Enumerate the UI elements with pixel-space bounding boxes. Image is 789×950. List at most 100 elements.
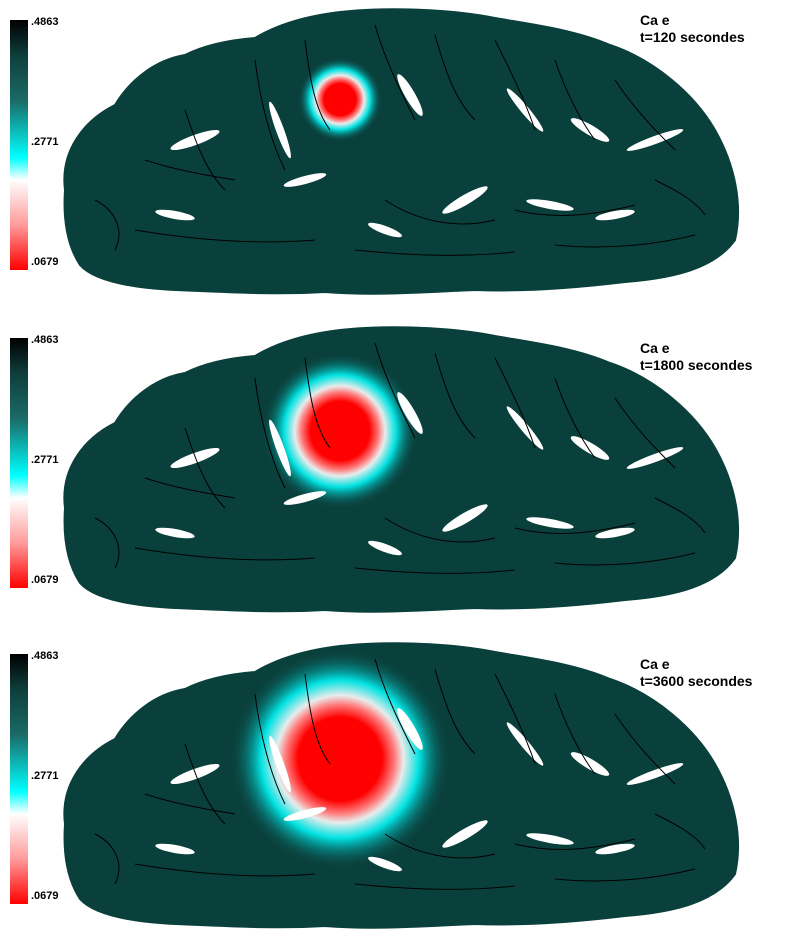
sulcus-gap <box>368 222 402 238</box>
sulcus-gap <box>170 763 220 785</box>
sulcus-contour <box>554 693 596 775</box>
sulcus-contour <box>494 357 536 449</box>
colorbar-mid-label: .2771 <box>31 136 59 148</box>
sulcus-gap <box>570 436 610 460</box>
time-label: t=3600 secondes <box>640 673 753 689</box>
sulcus-contour <box>94 833 120 885</box>
sulcus-contour <box>374 658 416 755</box>
sulcus-contour <box>184 743 226 825</box>
sulcus-contour <box>554 234 696 248</box>
tissue-region <box>64 9 739 294</box>
sulcus-gap <box>626 129 684 151</box>
sulcus-gap <box>269 735 291 793</box>
colorbar-max-label: .4863 <box>31 650 59 662</box>
colorbar-min-label: .0679 <box>31 256 59 268</box>
sulcus-gap <box>283 807 327 821</box>
sulcus-gap <box>269 419 291 477</box>
sulcus-gap <box>283 173 327 187</box>
sulcus-contour <box>654 813 706 850</box>
sulcus-contour <box>304 39 331 131</box>
sulcus-contour <box>514 522 636 534</box>
panel-title: Ca e t=120 secondes <box>640 12 745 46</box>
sulcus-contour <box>514 204 636 216</box>
sulcus-gap <box>526 833 574 845</box>
panel-title: Ca e t=3600 secondes <box>640 656 752 690</box>
sulcus-contour <box>384 517 496 543</box>
sulcus-gap <box>170 129 220 151</box>
sulcus-contour <box>184 427 226 509</box>
sulcus-gap <box>570 752 610 776</box>
colorbar-min-label: .0679 <box>31 890 59 902</box>
sulcus-gap <box>595 843 635 855</box>
panel-title: Ca e t=1800 secondes <box>640 340 752 374</box>
sulcus-contour <box>144 793 236 815</box>
sulcus-gap <box>155 843 195 855</box>
sulcus-contour <box>614 713 676 785</box>
sulcus-contour <box>354 249 516 256</box>
sulcus-contour <box>434 34 476 121</box>
variable-label: Ca e <box>640 12 670 28</box>
sulcus-contour <box>434 352 476 439</box>
sulcus-gap <box>368 540 402 556</box>
brain-outline <box>63 326 740 613</box>
sulcus-gap <box>442 504 488 532</box>
sulcus-contour <box>144 159 236 181</box>
panel-t3600: .4863 .2771 .0679 Ca e t=3600 secondes <box>0 634 789 950</box>
panel-t120: .4863 .2771 .0679 Ca e t=120 secondes <box>0 0 789 316</box>
sulcus-contour <box>514 838 636 850</box>
colorbar <box>10 20 28 270</box>
sulcus-contour <box>304 357 331 449</box>
brain-slice <box>63 8 740 295</box>
brain-slice <box>63 642 740 929</box>
sulcus-contour <box>494 673 536 765</box>
sulcus-gap <box>397 392 423 434</box>
sulcus-contour <box>144 477 236 499</box>
sulcus-gap <box>595 527 635 539</box>
sulcus-gap <box>442 186 488 214</box>
concentration-focus <box>298 57 382 142</box>
sulcus-contour <box>374 24 416 121</box>
sulcus-gap <box>626 447 684 469</box>
concentration-focus <box>230 649 450 869</box>
sulcus-gap <box>442 820 488 848</box>
sulcus-contour <box>494 39 536 131</box>
colorbar-max-label: .4863 <box>31 334 59 346</box>
sulcus-gap <box>269 101 291 159</box>
colorbar-max-label: .4863 <box>31 16 59 28</box>
sulcus-gap <box>506 406 544 450</box>
sulcus-gap <box>526 517 574 529</box>
sulcus-contour <box>554 868 696 882</box>
sulcus-contour <box>384 833 496 859</box>
sulcus-contour <box>134 229 316 243</box>
brain-outline <box>63 642 740 929</box>
sulcus-contour <box>374 342 416 439</box>
sulcus-gap <box>506 722 544 766</box>
colorbar-mid-label: .2771 <box>31 454 59 466</box>
sulcus-contour <box>554 377 596 459</box>
colorbar <box>10 654 28 904</box>
sulcus-contour <box>434 668 476 755</box>
colorbar <box>10 338 28 588</box>
sulcus-contour <box>254 59 286 171</box>
sulcus-gap <box>595 209 635 221</box>
sulcus-contour <box>304 673 331 765</box>
time-label: t=120 secondes <box>640 29 745 45</box>
sulcus-contour <box>134 547 316 561</box>
sulcus-gap <box>368 856 402 872</box>
sulcus-gap <box>155 209 195 221</box>
concentration-focus <box>262 353 418 509</box>
time-label: t=1800 secondes <box>640 357 753 373</box>
sulcus-gap <box>283 491 327 505</box>
sulcus-contour <box>354 567 516 574</box>
sulcus-gap <box>506 88 544 132</box>
colorbar-mid-label: .2771 <box>31 770 59 782</box>
sulcus-contour <box>554 59 596 141</box>
sulcus-contour <box>654 179 706 216</box>
variable-label: Ca e <box>640 340 670 356</box>
brain-outline <box>63 8 740 295</box>
sulcus-contour <box>554 552 696 566</box>
sulcus-gap <box>570 118 610 142</box>
sulcus-contour <box>254 693 286 805</box>
sulcus-gap <box>526 199 574 211</box>
sulcus-contour <box>384 199 496 225</box>
